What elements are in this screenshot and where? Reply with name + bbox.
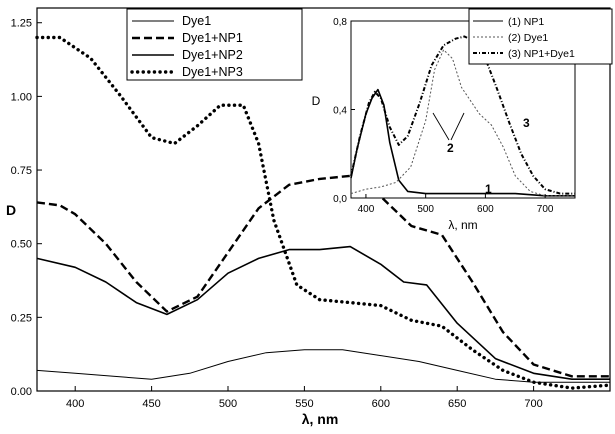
main-plot: 400 450 500 550 600 650 700 0.00 0.25 0.50 0.75 1.…: [6, 7, 612, 427]
inset-y-tick-label-0-0: 0,0: [333, 194, 347, 205]
main-y-tick-label-0-25: 0.25: [11, 312, 32, 324]
inset-y-tick-label-0-4: 0,4: [333, 106, 347, 117]
main-y-tick-label-1-25: 1.25: [11, 18, 32, 30]
main-series-dye1-np1: [36, 174, 610, 378]
main-series-dye1: [36, 349, 610, 383]
main-series-dye1-np3: [35, 35, 612, 390]
main-y-axis-label: D: [6, 202, 16, 218]
inset-series: [350, 35, 575, 197]
inset-annotation-3: 3: [523, 116, 530, 130]
main-x-ticks: 400 450 500 550 600 650 700: [66, 386, 543, 410]
main-x-tick-label-550: 550: [295, 398, 313, 410]
inset-legend-box: [468, 8, 613, 65]
inset-annotation-2-leader-right: [450, 112, 465, 141]
inset-y-axis-label: D: [312, 94, 321, 108]
main-series: [35, 35, 612, 390]
inset-x-tick-label-600: 600: [477, 204, 494, 215]
main-series-dye1-np2: [36, 245, 610, 380]
legend-label-dye1-np2: Dye1+NP2: [182, 48, 243, 62]
inset-x-axis-label: λ, nm: [448, 218, 477, 232]
inset-x-tick-label-400: 400: [358, 204, 375, 215]
legend-label-dye1: Dye1: [182, 14, 211, 28]
main-y-ticks: 0.00 0.25 0.50 0.75 1.00 1.25: [11, 18, 42, 398]
main-x-tick-label-650: 650: [448, 398, 466, 410]
inset-legend: (1) NP1 (2) Dye1 (3) NP1+Dye1: [468, 8, 613, 65]
main-y-tick-label-1-00: 1.00: [11, 91, 32, 103]
main-x-tick-label-450: 450: [142, 398, 160, 410]
legend-label-dye1-np3: Dye1+NP3: [182, 65, 243, 79]
inset-legend-label-np1: (1) NP1: [508, 16, 544, 28]
main-y-tick-label-0-00: 0.00: [11, 386, 32, 398]
main-x-tick-label-700: 700: [524, 398, 542, 410]
main-x-tick-label-600: 600: [372, 398, 390, 410]
main-x-tick-label-500: 500: [219, 398, 237, 410]
main-y-tick-label-0-50: 0.50: [11, 239, 32, 251]
main-plot-frame: [36, 7, 611, 392]
inset-annotation-2: 2: [447, 141, 454, 155]
inset-y-ticks: 0,0 0,4 0,8: [333, 17, 355, 205]
inset-x-ticks: 400 500 600 700: [358, 194, 554, 215]
inset-x-tick-label-500: 500: [417, 204, 434, 215]
main-y-tick-label-0-75: 0.75: [11, 165, 32, 177]
main-x-axis-label: λ, nm: [302, 411, 339, 427]
inset-series-2-dye1: [350, 49, 575, 197]
inset-y-tick-label-0-8: 0,8: [333, 17, 347, 28]
main-legend: Dye1 Dye1+NP1 Dye1+NP2 Dye1+NP3: [126, 8, 303, 81]
inset-annotation-1: 1: [485, 182, 492, 196]
main-x-tick-label-400: 400: [66, 398, 84, 410]
inset-legend-label-np1-dye1: (3) NP1+Dye1: [508, 48, 575, 60]
inset-annotation-2-leader-left: [432, 112, 450, 141]
inset-x-tick-label-700: 700: [537, 204, 554, 215]
inset-legend-label-dye1: (2) Dye1: [508, 32, 548, 44]
inset-series-3-np1-dye1: [350, 35, 575, 195]
legend-label-dye1-np1: Dye1+NP1: [182, 31, 243, 45]
